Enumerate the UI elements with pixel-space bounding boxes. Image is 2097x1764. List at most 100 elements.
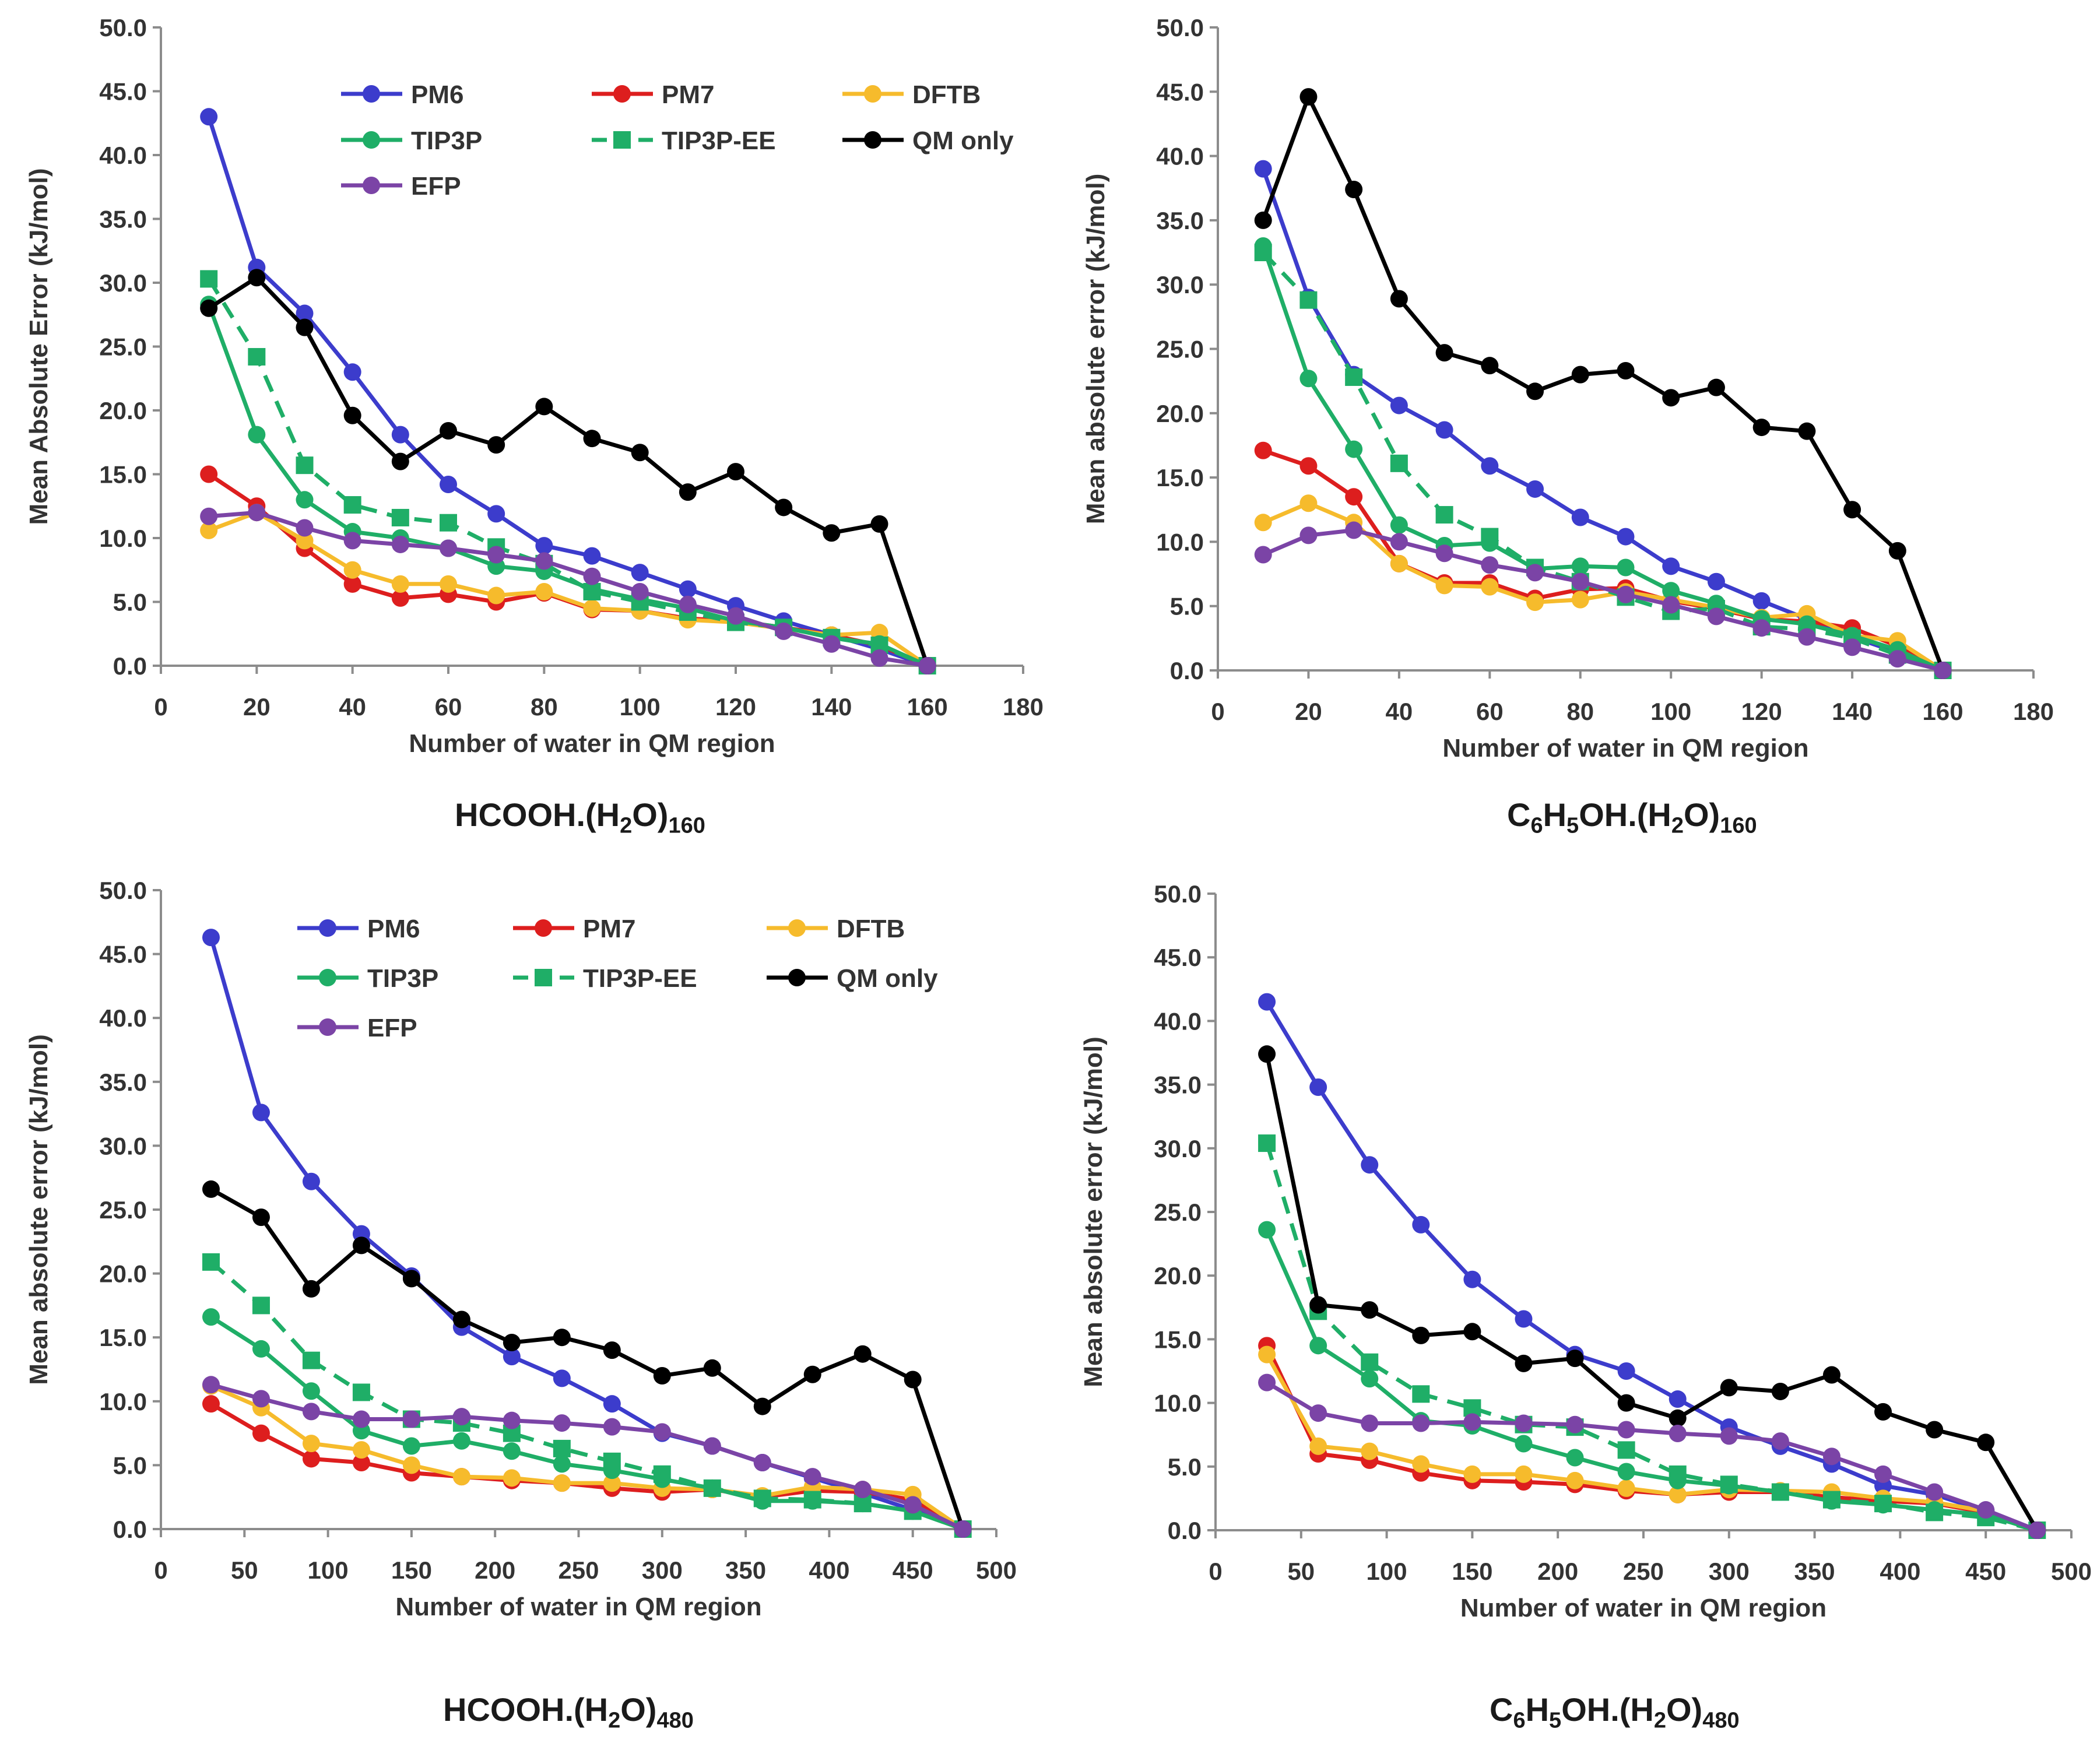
series-line bbox=[1264, 1053, 2039, 1531]
data-point bbox=[1571, 508, 1589, 526]
y-axis-label: Mean absolute error (kJ/mol) bbox=[24, 1034, 53, 1385]
x-tick-label: 0 bbox=[1211, 698, 1224, 725]
y-tick-label: 30.0 bbox=[1156, 271, 1204, 298]
data-point bbox=[918, 657, 936, 674]
x-tick-label: 100 bbox=[1650, 698, 1691, 725]
data-point bbox=[343, 532, 361, 550]
legend-label: PM7 bbox=[662, 80, 714, 109]
data-point bbox=[200, 465, 218, 483]
data-point bbox=[1720, 1427, 1738, 1445]
data-point bbox=[679, 483, 697, 501]
data-point bbox=[440, 476, 457, 494]
data-point bbox=[1299, 88, 1318, 106]
legend-label: TIP3P-EE bbox=[583, 964, 697, 993]
data-point bbox=[1390, 454, 1408, 472]
data-point bbox=[1299, 457, 1318, 475]
x-tick-label: 120 bbox=[715, 693, 756, 721]
y-tick-label: 10.0 bbox=[1154, 1390, 1202, 1417]
y-tick-label: 30.0 bbox=[1154, 1135, 1202, 1162]
data-point bbox=[302, 1280, 320, 1298]
data-point bbox=[200, 108, 218, 126]
data-point bbox=[1361, 1442, 1379, 1460]
data-point bbox=[352, 1454, 370, 1472]
data-point bbox=[1309, 1296, 1327, 1314]
data-point bbox=[1299, 526, 1318, 544]
data-point bbox=[1463, 1270, 1481, 1288]
series-efp bbox=[1258, 1373, 2046, 1539]
data-point bbox=[1412, 1215, 1430, 1234]
data-point bbox=[753, 1489, 771, 1508]
data-point bbox=[1669, 1485, 1687, 1503]
data-point bbox=[775, 622, 793, 640]
legend-marker bbox=[788, 969, 806, 986]
data-point bbox=[391, 589, 409, 607]
data-point bbox=[870, 515, 888, 533]
data-point bbox=[1977, 1433, 1995, 1452]
series-line bbox=[1262, 528, 1944, 673]
x-tick-label: 60 bbox=[1476, 698, 1504, 725]
data-point bbox=[202, 929, 220, 947]
data-point bbox=[252, 1424, 270, 1442]
data-point bbox=[440, 539, 457, 557]
data-point bbox=[503, 1411, 521, 1429]
data-point bbox=[1771, 1382, 1789, 1400]
legend-label: DFTB bbox=[837, 915, 905, 943]
series-qm-only bbox=[202, 1180, 972, 1538]
data-point bbox=[1515, 1354, 1533, 1372]
data-point bbox=[753, 1397, 771, 1415]
data-point bbox=[343, 561, 361, 579]
data-point bbox=[553, 1455, 571, 1473]
data-point bbox=[631, 582, 649, 600]
legend-label: QM only bbox=[837, 964, 938, 993]
data-point bbox=[452, 1468, 470, 1486]
data-point bbox=[1926, 1483, 1944, 1501]
data-point bbox=[296, 318, 314, 336]
data-point bbox=[1566, 1350, 1584, 1368]
data-point bbox=[391, 575, 409, 593]
data-point bbox=[1258, 1373, 1276, 1391]
legend-marker bbox=[363, 131, 380, 149]
data-point bbox=[1309, 1437, 1327, 1455]
data-point bbox=[553, 1329, 571, 1347]
data-point bbox=[202, 1180, 220, 1198]
data-point bbox=[535, 398, 553, 416]
legend-marker bbox=[319, 1018, 336, 1036]
y-tick-label: 35.0 bbox=[1156, 207, 1204, 234]
data-point bbox=[1361, 1353, 1379, 1371]
data-point bbox=[1515, 1465, 1533, 1483]
data-point bbox=[1254, 211, 1272, 229]
data-point bbox=[553, 1414, 571, 1432]
data-point bbox=[679, 595, 697, 613]
data-point bbox=[200, 270, 218, 288]
y-tick-label: 15.0 bbox=[99, 1324, 147, 1351]
data-point bbox=[1515, 1435, 1533, 1453]
legend-label: DFTB bbox=[912, 80, 981, 109]
data-point bbox=[1874, 1465, 1892, 1483]
data-point bbox=[1669, 1465, 1687, 1483]
data-point bbox=[1571, 557, 1589, 575]
data-point bbox=[1258, 993, 1276, 1011]
y-tick-label: 10.0 bbox=[99, 1388, 147, 1415]
legend-label: EFP bbox=[367, 1014, 417, 1042]
data-point bbox=[402, 1437, 420, 1455]
data-point bbox=[302, 1382, 320, 1400]
data-point bbox=[1617, 1463, 1635, 1481]
x-tick-label: 350 bbox=[1794, 1558, 1835, 1585]
data-point bbox=[1707, 572, 1725, 591]
data-point bbox=[248, 348, 266, 366]
data-point bbox=[1435, 544, 1453, 563]
legend-item: DFTB bbox=[767, 915, 905, 943]
data-point bbox=[1720, 1475, 1738, 1494]
x-axis-label: Number of water in QM region bbox=[1442, 734, 1808, 762]
x-tick-label: 40 bbox=[339, 693, 366, 721]
series-line bbox=[209, 937, 964, 1531]
data-point bbox=[487, 546, 505, 564]
legend-item: EFP bbox=[341, 172, 461, 201]
data-point bbox=[1390, 533, 1408, 551]
series-line bbox=[210, 1384, 964, 1531]
data-point bbox=[200, 299, 218, 317]
data-point bbox=[503, 1442, 521, 1460]
data-point bbox=[775, 498, 793, 516]
y-tick-label: 0.0 bbox=[113, 1516, 147, 1543]
data-point bbox=[452, 1310, 470, 1329]
